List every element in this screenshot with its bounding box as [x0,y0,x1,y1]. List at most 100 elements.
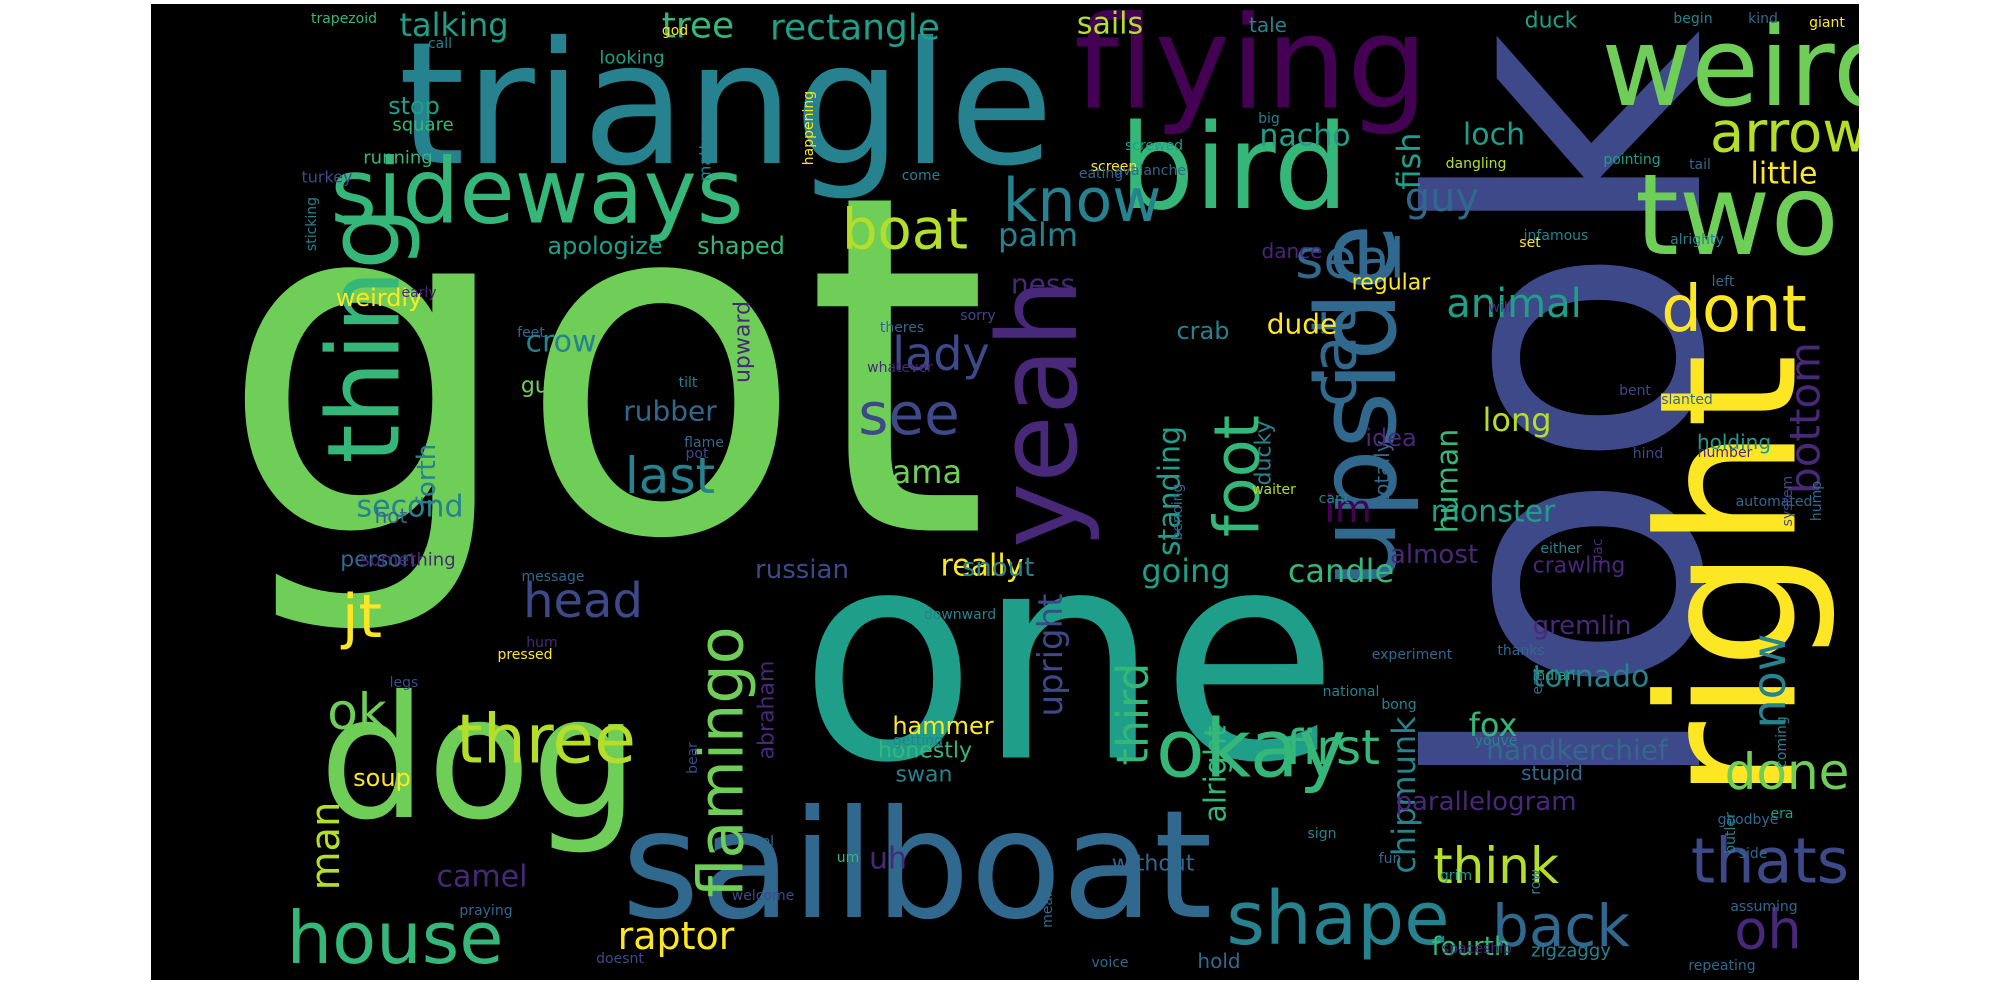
cloud-word-looking: looking [599,48,664,69]
cloud-word-lady: lady [892,327,989,381]
cloud-word-without: without [1112,852,1195,877]
cloud-word-feet: feet [517,325,545,341]
cloud-word-sailboat: sailboat [621,779,1212,953]
cloud-word-weirdly: weirdly [336,284,423,312]
cloud-word-palm: palm [998,216,1078,254]
cloud-word-animal: animal [1446,281,1582,327]
cloud-word-come: come [902,168,941,184]
cloud-word-honestly: honestly [878,739,972,764]
cloud-word-crawling: crawling [1533,554,1626,579]
cloud-word-dance: dance [1262,239,1323,263]
cloud-word-left: left [1712,274,1735,290]
cloud-word-upward: upward [731,301,756,383]
cloud-word-bent: bent [1619,383,1651,399]
cloud-word-now: now [1742,634,1796,729]
cloud-word-loch: loch [1463,118,1525,153]
cloud-word-sails: sails [1077,7,1143,42]
cloud-word-era: era [1771,806,1794,822]
cloud-word-turkey: turkey [302,168,353,187]
cloud-word-thanks: thanks [1497,643,1544,659]
cloud-word-screen: screen [1091,159,1138,175]
cloud-word-god: god [662,23,688,39]
cloud-word-feel: feel [748,834,774,850]
cloud-word-tilt: tilt [679,375,698,391]
cloud-word-alrighty: alrighty [1670,232,1724,248]
cloud-word-big: big [1258,111,1280,127]
cloud-word-call: call [428,36,452,52]
cloud-word-eating: eating [1079,166,1123,182]
cloud-word-tail: tail [1689,157,1711,173]
cloud-word-experiment: experiment [1372,647,1453,663]
cloud-word-pointing: pointing [1603,152,1660,168]
cloud-word-sideways: sideways [330,140,743,245]
cloud-word-arrow: arrow [1710,101,1859,166]
cloud-word-guy: guy [1405,175,1479,221]
cloud-word-slanted: slanted [1661,392,1713,408]
cloud-word-jt: jt [340,582,382,652]
cloud-word-second: second [357,490,464,525]
cloud-word-pac: pac [1590,538,1606,563]
cloud-word-trapezoid: trapezoid [311,11,377,27]
cloud-word-fun: fun [1379,851,1402,867]
cloud-word-side: side [1739,846,1768,862]
cloud-word-pot: pot [686,446,709,462]
cloud-word-will: will [1488,300,1511,316]
cloud-word-ok: ok [327,683,387,741]
cloud-word-um: um [837,850,860,866]
cloud-word-ness: ness [1011,268,1075,301]
cloud-word-set: set [1519,235,1541,251]
cloud-word-praying: praying [459,903,512,919]
cloud-word-dude: dude [1267,308,1338,341]
cloud-word-shape: shape [1226,876,1449,962]
cloud-word-cant: cant [1319,491,1350,507]
cloud-word-mean: mean [1040,888,1056,928]
cloud-word-back: back [1492,892,1630,960]
cloud-word-coming: coming [1774,716,1790,768]
cloud-word-running: running [363,148,432,169]
cloud-word-almost: almost [1390,540,1478,570]
cloud-word-butler: butler [1723,812,1739,854]
cloud-word-flame: flame [684,435,724,451]
cloud-word-bottom: bottom [1781,342,1830,494]
cloud-word-russian: russian [755,555,849,585]
cloud-word-regular: regular [1352,271,1432,296]
cloud-word-whatever: whatever [867,360,933,376]
cloud-word-dont: dont [1661,273,1806,347]
cloud-word-one: one [799,490,1339,827]
cloud-word-stupid: stupid [1521,761,1583,785]
cloud-word-assuming: assuming [1730,899,1797,915]
cloud-word-bear: bear [685,742,701,774]
cloud-word-hind: hind [1633,446,1664,462]
cloud-word-guess: guess [521,374,585,399]
cloud-word-snout: snout [962,553,1035,583]
cloud-word-alright: alright [1199,725,1234,822]
cloud-word-tale: tale [1249,13,1287,37]
cloud-word-giant: giant [1809,15,1845,31]
cloud-word-happening: happening [801,91,817,165]
cloud-word-third: third [1108,663,1159,766]
cloud-word-hold: hold [1197,949,1240,973]
cloud-word-house: house [286,896,503,980]
cloud-word-yeah: yeah [974,278,1102,548]
cloud-word-bird: bird [1119,98,1348,236]
cloud-word-cat: cat [1298,311,1371,407]
cloud-word-human: human [1431,429,1466,534]
cloud-word-either: either [1540,541,1581,557]
cloud-word-doesnt: doesnt [596,951,644,967]
cloud-word-nacho: nacho [1259,119,1350,154]
cloud-word-hump: hump [1809,481,1825,521]
cloud-word-rectangle: rectangle [770,8,940,49]
cloud-word-candle: candle [1288,552,1394,590]
cloud-word-hot: hot [375,504,408,528]
cloud-word-dangling: dangling [1446,156,1507,172]
cloud-word-totally: totally [1370,440,1394,503]
cloud-word-llama: llama [874,453,962,491]
cloud-word-row: row [1528,869,1544,894]
cloud-word-handkerchief: handkerchief [1486,734,1669,767]
cloud-word-flamingo: flamingo [685,626,758,897]
cloud-word-crow: crow [525,325,596,360]
cloud-word-welcome: welcome [732,888,794,904]
cloud-word-downward: downward [924,607,996,623]
cloud-word-standing: standing [1153,426,1188,556]
cloud-word-avalanche: avalanche [1114,163,1186,179]
